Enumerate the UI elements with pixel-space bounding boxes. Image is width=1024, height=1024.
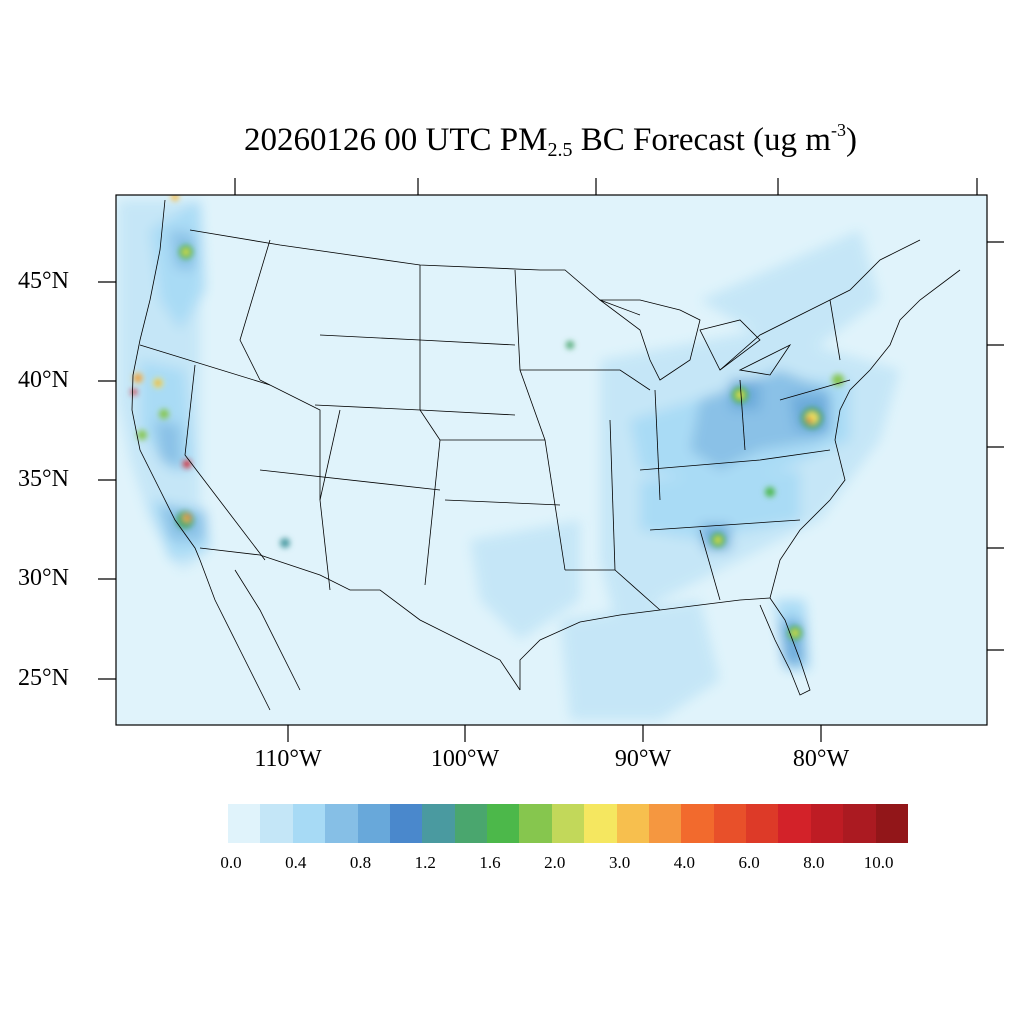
colorbar-swatch xyxy=(681,804,714,843)
colorbar-tick-label: 0.0 xyxy=(220,853,242,872)
colorbar-tick-label: 1.6 xyxy=(479,853,501,872)
map-title: 20260126 00 UTC PM2.5 BC Forecast (ug m-… xyxy=(0,120,1024,162)
title-middle: BC Forecast (ug m xyxy=(572,122,831,158)
lon-label-100w: 100°W xyxy=(430,746,500,772)
colorbar-swatch xyxy=(292,804,326,843)
map-frame xyxy=(115,194,988,726)
colorbar-tick-label: 8.0 xyxy=(803,853,825,872)
colorbar-swatch xyxy=(325,804,358,843)
title-subscript: 2.5 xyxy=(547,139,573,161)
lat-label-30n: 30°N xyxy=(18,565,69,591)
colorbar-swatch xyxy=(810,804,844,843)
colorbar-tick-label: 10.0 xyxy=(863,853,894,872)
lat-label-45n: 45°N xyxy=(18,268,69,294)
title-suffix: ) xyxy=(845,122,857,158)
colorbar-swatch xyxy=(389,804,423,843)
colorbar-swatch xyxy=(843,804,876,843)
colorbar xyxy=(228,804,908,843)
colorbar-tick-label: 0.8 xyxy=(349,853,372,872)
colorbar-swatch xyxy=(616,804,649,843)
colorbar-swatch xyxy=(875,804,908,843)
colorbar-tick-label: 1.2 xyxy=(414,853,436,872)
colorbar-tick-label: 3.0 xyxy=(608,853,631,872)
title-prefix: 20260126 00 UTC PM xyxy=(244,122,548,158)
lon-label-90w: 90°W xyxy=(614,746,672,772)
colorbar-swatch xyxy=(519,804,552,843)
colorbar-swatch xyxy=(713,804,746,843)
colorbar-swatch xyxy=(551,804,585,843)
colorbar-swatch xyxy=(357,804,390,843)
colorbar-tick-label: 0.4 xyxy=(285,853,307,872)
colorbar-tick-label: 4.0 xyxy=(673,853,695,872)
colorbar-tick-label: 2.0 xyxy=(544,853,566,872)
map-outlines xyxy=(131,199,961,711)
lat-label-35n: 35°N xyxy=(18,466,69,492)
axis-ticks xyxy=(98,178,1004,742)
colorbar-swatch xyxy=(584,804,617,843)
colorbar-swatch xyxy=(228,804,261,843)
colorbar-tick-label: 6.0 xyxy=(738,853,760,872)
concentration-field xyxy=(118,195,900,720)
colorbar-swatch xyxy=(778,804,811,843)
lon-label-110w: 110°W xyxy=(254,746,322,772)
colorbar-swatch xyxy=(422,804,455,843)
colorbar-swatch xyxy=(648,804,682,843)
lat-label-40n: 40°N xyxy=(18,367,69,393)
colorbar-swatch xyxy=(487,804,520,843)
lon-label-80w: 80°W xyxy=(792,746,850,772)
title-superscript: -3 xyxy=(830,120,846,140)
colorbar-swatch xyxy=(454,804,487,843)
lat-label-25n: 25°N xyxy=(18,665,69,691)
colorbar-swatch xyxy=(260,804,293,843)
colorbar-swatch xyxy=(746,804,779,843)
